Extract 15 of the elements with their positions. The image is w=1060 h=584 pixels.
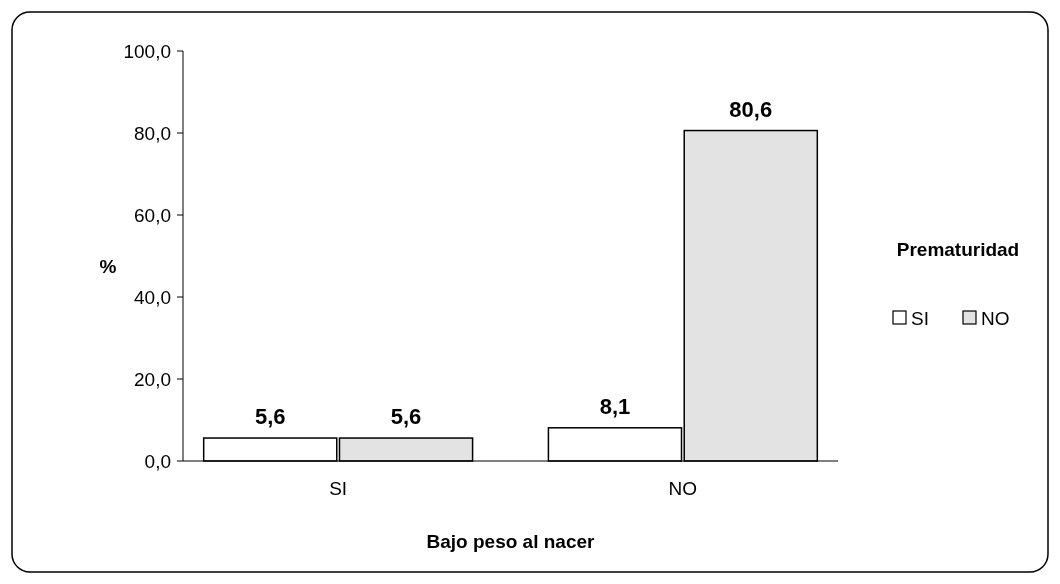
y-tick-label: 0,0 [144, 450, 171, 472]
data-label: 5,6 [254, 404, 286, 430]
legend-label: NO [981, 307, 1010, 329]
y-tick-label: 100,0 [123, 40, 171, 62]
data-label: 80,6 [729, 96, 773, 122]
data-label: 8,1 [599, 393, 631, 419]
y-axis-title: % [99, 256, 117, 277]
x-axis-title: Bajo peso al nacer [426, 531, 596, 552]
y-tick-label: 60,0 [134, 204, 171, 226]
legend-label: SI [911, 307, 929, 329]
legend-title: Prematuridad [896, 239, 1020, 260]
y-tick-label: 20,0 [134, 368, 171, 390]
y-tick-label: 40,0 [134, 286, 171, 308]
data-label: 5,6 [390, 404, 422, 430]
y-tick-label: 80,0 [134, 122, 171, 144]
